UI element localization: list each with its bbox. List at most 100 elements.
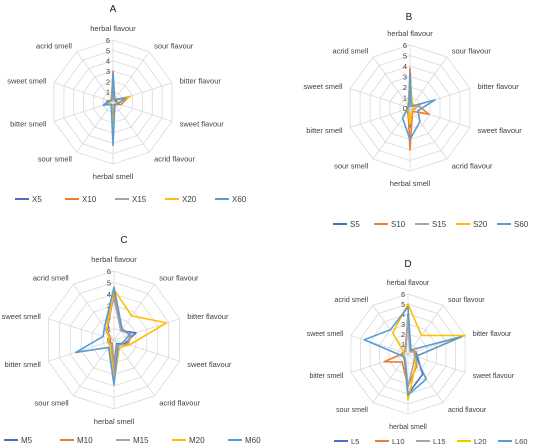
tick-label: 1 <box>403 94 407 103</box>
tick-label: 4 <box>401 312 405 319</box>
legend-label: S60 <box>514 220 529 229</box>
legend-label: S20 <box>473 220 488 229</box>
legend-label: L15 <box>433 437 446 446</box>
legend-label: M15 <box>133 436 149 445</box>
axis-label: herbal smell <box>389 424 427 431</box>
axis-label: sour flavour <box>452 47 492 56</box>
tick-label: 4 <box>107 290 111 299</box>
axis-label: sweet flavour <box>473 373 515 380</box>
grid-spoke <box>349 88 411 109</box>
axis-label: bitter flavour <box>473 331 512 338</box>
tick-label: 5 <box>106 46 110 55</box>
tick-label: 3 <box>401 322 405 329</box>
grid-spoke <box>409 107 448 160</box>
panel-label: D <box>404 259 411 270</box>
axis-label: bitter smell <box>309 373 343 380</box>
axis-label: sour smell <box>38 155 73 164</box>
axis-label: bitter flavour <box>180 76 222 85</box>
axis-label: herbal smell <box>94 417 135 426</box>
grid-spoke <box>349 107 411 128</box>
grid-spoke <box>350 353 409 373</box>
axis-label: acrid flavour <box>452 161 493 170</box>
axis-label: sweet flavour <box>478 126 523 135</box>
tick-label: 3 <box>403 73 407 82</box>
axis-label: sweet smell <box>7 76 47 85</box>
series-line-x60 <box>102 72 127 147</box>
axis-label: sweet smell <box>2 312 42 321</box>
axis-label: herbal smell <box>93 172 134 181</box>
tick-label: 5 <box>401 302 405 309</box>
grid-spoke <box>112 101 150 153</box>
series-line-l60 <box>363 306 463 396</box>
legend-label: L10 <box>392 437 405 446</box>
grid-spoke <box>409 56 448 109</box>
axis-label: herbal flavour <box>91 255 137 264</box>
tick-label: 5 <box>107 279 111 288</box>
series-line-l20 <box>391 303 466 401</box>
tick-label: 6 <box>403 41 407 50</box>
legend-label: M5 <box>21 436 33 445</box>
tick-label: 2 <box>403 83 407 92</box>
tick-label: 1 <box>106 88 110 97</box>
tick-label: 5 <box>403 52 407 61</box>
axis-label: acrid flavour <box>448 407 487 414</box>
panel-label: A <box>110 4 117 15</box>
axis-label: herbal flavour <box>387 29 433 38</box>
axis-label: acrid flavour <box>159 398 200 407</box>
tick-label: 3 <box>106 67 110 76</box>
tick-label: 2 <box>401 332 405 339</box>
axis-label: sweet smell <box>307 331 344 338</box>
axis-label: bitter smell <box>10 120 47 129</box>
grid-spoke <box>73 339 115 397</box>
axis-label: acrid flavour <box>154 155 195 164</box>
legend-label: M60 <box>245 436 261 445</box>
axis-label: bitter flavour <box>187 312 229 321</box>
axis-label: sour flavour <box>159 274 199 283</box>
grid-spoke <box>48 339 115 362</box>
legend-label: X20 <box>182 195 197 204</box>
grid-spoke <box>76 101 114 153</box>
legend-label: S10 <box>391 220 406 229</box>
grid-spoke <box>113 318 180 341</box>
legend-label: X10 <box>82 195 97 204</box>
axis-label: sweet flavour <box>187 360 232 369</box>
tick-label: 4 <box>403 62 407 71</box>
tick-label: 6 <box>106 36 110 45</box>
grid-spoke <box>112 101 173 122</box>
axis-label: sweet smell <box>303 82 343 91</box>
legend-label: M20 <box>189 436 205 445</box>
legend-label: S15 <box>432 220 447 229</box>
axis-label: acrid smell <box>335 297 369 304</box>
radar-panel-b: B 01 23 45 6 herbal flavour sour flavour bitter… <box>303 12 528 229</box>
grid-spoke <box>76 51 114 103</box>
panel-label: B <box>406 12 413 23</box>
grid-spoke <box>113 283 155 341</box>
grid-spoke <box>407 305 444 355</box>
grid-spoke <box>350 335 409 355</box>
axis-label: sweet flavour <box>180 120 225 129</box>
grid-spoke <box>53 82 114 103</box>
axis-label: sour smell <box>336 407 368 414</box>
axis-label: sour flavour <box>154 41 194 50</box>
axis-label: herbal flavour <box>90 24 136 33</box>
axis-label: acrid smell <box>33 274 69 283</box>
tick-label: 6 <box>107 267 111 276</box>
legend-label: X5 <box>32 195 42 204</box>
series-line-m60 <box>74 286 131 386</box>
grid-spoke <box>372 56 411 109</box>
tick-label: 6 <box>401 292 405 299</box>
axis-label: sour smell <box>334 161 369 170</box>
tick-label: 4 <box>106 57 110 66</box>
legend-label: L20 <box>474 437 487 446</box>
axis-label: herbal flavour <box>387 280 430 287</box>
grid-spoke <box>409 107 471 128</box>
axis-label: acrid smell <box>36 41 72 50</box>
tick-label: 2 <box>106 77 110 86</box>
axis-label: bitter flavour <box>478 82 520 91</box>
legend-label: X60 <box>232 195 247 204</box>
grid-spoke <box>112 51 150 103</box>
